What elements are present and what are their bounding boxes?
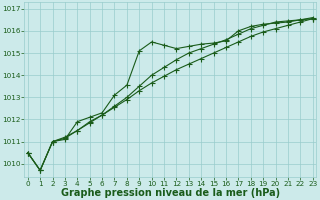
X-axis label: Graphe pression niveau de la mer (hPa): Graphe pression niveau de la mer (hPa) — [61, 188, 280, 198]
